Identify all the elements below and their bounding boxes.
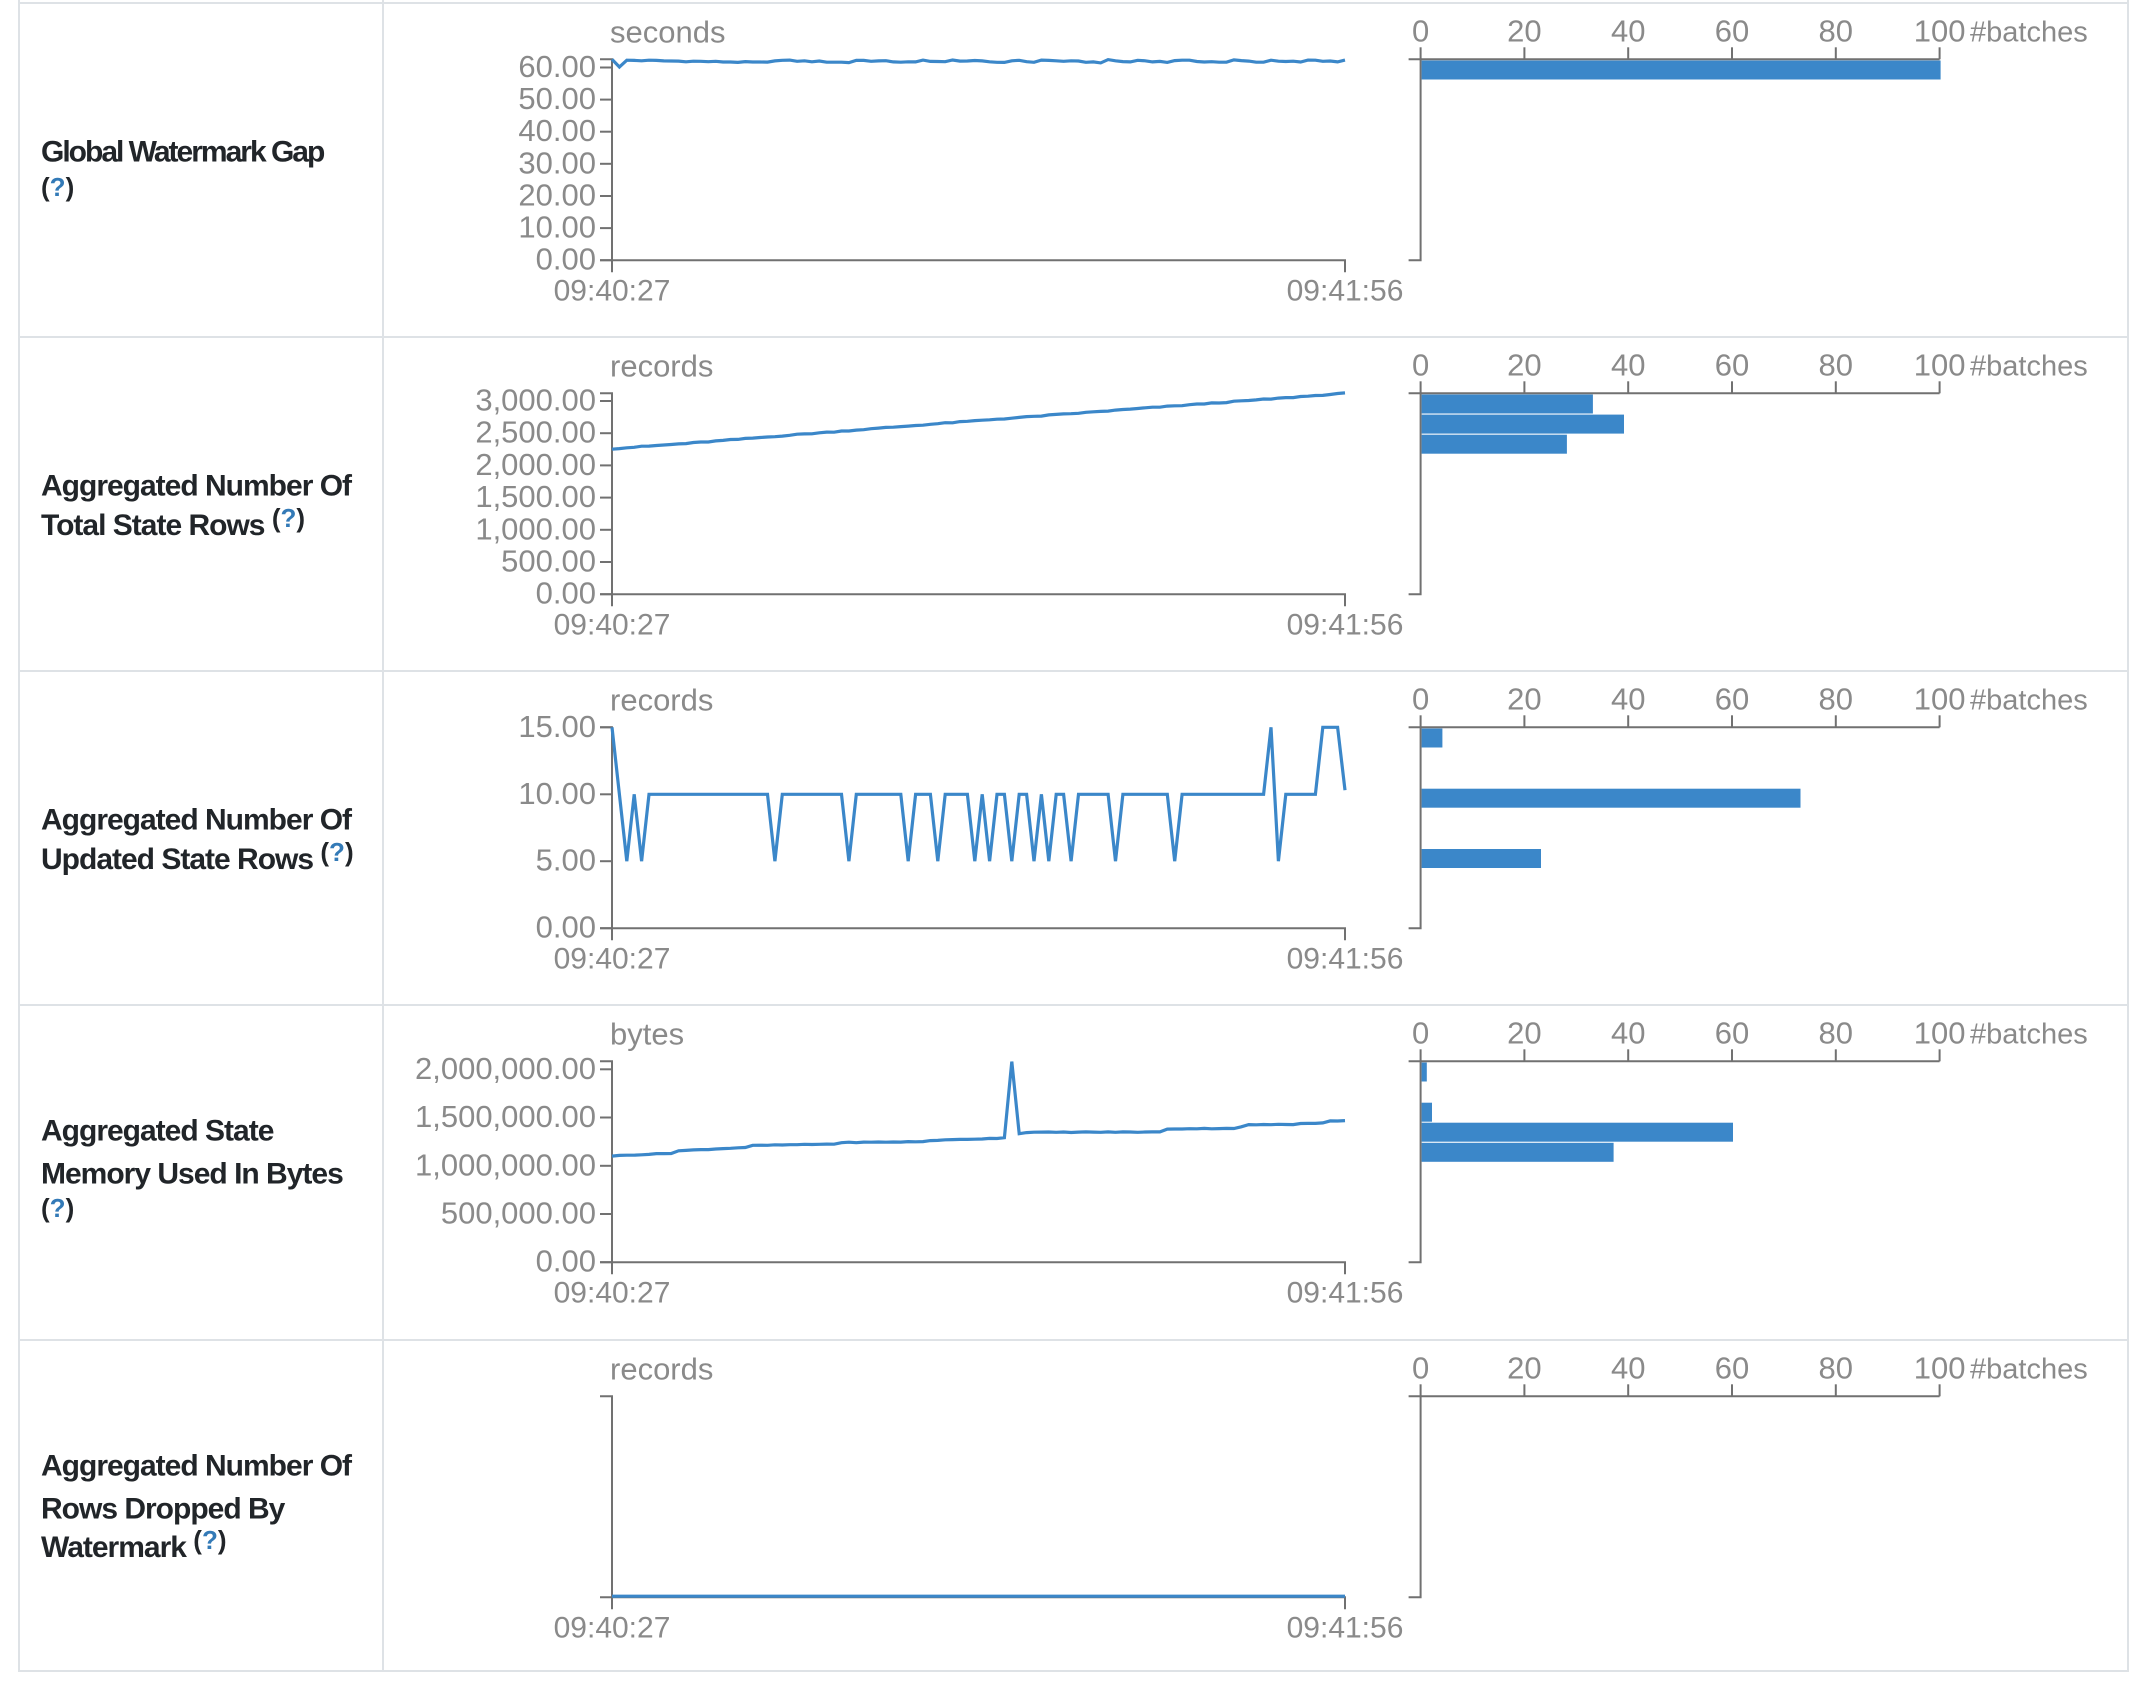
- svg-text:#batches: #batches: [1970, 350, 2088, 382]
- svg-text:records: records: [610, 683, 713, 718]
- svg-text:records: records: [610, 1352, 713, 1387]
- svg-text:09:40:27: 09:40:27: [554, 943, 671, 976]
- svg-text:09:41:56: 09:41:56: [1287, 275, 1404, 308]
- svg-text:80: 80: [1819, 1350, 1853, 1385]
- svg-text:100: 100: [1914, 681, 1966, 716]
- svg-text:Aggregated Number Of: Aggregated Number Of: [41, 1449, 353, 1482]
- svg-text:2,000.00: 2,000.00: [475, 447, 596, 482]
- svg-text:09:40:27: 09:40:27: [554, 275, 671, 308]
- svg-text:100: 100: [1914, 13, 1966, 48]
- svg-text:09:40:27: 09:40:27: [554, 609, 671, 642]
- svg-text:Aggregated Number Of: Aggregated Number Of: [41, 803, 353, 836]
- svg-text:5.00: 5.00: [536, 843, 596, 878]
- svg-text:1,000,000.00: 1,000,000.00: [415, 1147, 596, 1182]
- svg-text:20: 20: [1507, 1350, 1541, 1385]
- svg-text:40: 40: [1611, 1350, 1645, 1385]
- svg-text:20: 20: [1507, 13, 1541, 48]
- svg-text:09:40:27: 09:40:27: [554, 1277, 671, 1310]
- svg-text:100: 100: [1914, 1015, 1966, 1050]
- svg-text:20: 20: [1507, 347, 1541, 382]
- svg-text:#batches: #batches: [1970, 684, 2088, 716]
- svg-text:20: 20: [1507, 681, 1541, 716]
- svg-text:60: 60: [1715, 1015, 1749, 1050]
- svg-text:Memory Used In Bytes: Memory Used In Bytes: [41, 1158, 343, 1191]
- svg-text:09:41:56: 09:41:56: [1287, 1612, 1404, 1645]
- svg-text:0.00: 0.00: [536, 1244, 596, 1279]
- svg-text:15.00: 15.00: [518, 709, 596, 744]
- svg-text:500.00: 500.00: [501, 544, 596, 579]
- svg-text:80: 80: [1819, 1015, 1853, 1050]
- svg-text:40: 40: [1611, 347, 1645, 382]
- svg-text:#batches: #batches: [1970, 1353, 2088, 1385]
- svg-text:100: 100: [1914, 347, 1966, 382]
- svg-text:40: 40: [1611, 13, 1645, 48]
- svg-text:60: 60: [1715, 347, 1749, 382]
- svg-text:0: 0: [1412, 1015, 1429, 1050]
- svg-text:bytes: bytes: [610, 1017, 684, 1052]
- svg-text:09:41:56: 09:41:56: [1287, 1277, 1404, 1310]
- svg-text:80: 80: [1819, 13, 1853, 48]
- svg-text:Updated State Rows (?): Updated State Rows (?): [41, 837, 354, 876]
- svg-text:1,500.00: 1,500.00: [475, 479, 596, 514]
- svg-text:20: 20: [1507, 1015, 1541, 1050]
- svg-text:09:40:27: 09:40:27: [554, 1612, 671, 1645]
- svg-text:20.00: 20.00: [518, 178, 596, 213]
- svg-text:0: 0: [1412, 13, 1429, 48]
- svg-text:3,000.00: 3,000.00: [475, 383, 596, 418]
- svg-text:10.00: 10.00: [518, 210, 596, 245]
- svg-text:1,000.00: 1,000.00: [475, 511, 596, 546]
- svg-text:#batches: #batches: [1970, 16, 2088, 48]
- svg-text:seconds: seconds: [610, 15, 725, 50]
- svg-text:0.00: 0.00: [536, 242, 596, 277]
- svg-text:500,000.00: 500,000.00: [441, 1196, 596, 1231]
- svg-text:30.00: 30.00: [518, 145, 596, 180]
- svg-text:1,500,000.00: 1,500,000.00: [415, 1099, 596, 1134]
- svg-text:Total State Rows (?): Total State Rows (?): [41, 503, 305, 542]
- svg-text:0.00: 0.00: [536, 576, 596, 611]
- svg-text:40: 40: [1611, 1015, 1645, 1050]
- svg-text:60.00: 60.00: [518, 49, 596, 84]
- svg-text:0: 0: [1412, 681, 1429, 716]
- svg-text:#batches: #batches: [1970, 1018, 2088, 1050]
- svg-text:80: 80: [1819, 681, 1853, 716]
- svg-text:Rows Dropped By: Rows Dropped By: [41, 1493, 286, 1526]
- svg-text:2,500.00: 2,500.00: [475, 415, 596, 450]
- svg-text:Aggregated Number Of: Aggregated Number Of: [41, 469, 353, 502]
- svg-text:2,000,000.00: 2,000,000.00: [415, 1051, 596, 1086]
- svg-text:0.00: 0.00: [536, 910, 596, 945]
- svg-text:0: 0: [1412, 1350, 1429, 1385]
- svg-text:09:41:56: 09:41:56: [1287, 609, 1404, 642]
- svg-text:(?): (?): [41, 172, 74, 202]
- svg-text:10.00: 10.00: [518, 776, 596, 811]
- svg-text:Global Watermark Gap: Global Watermark Gap: [41, 135, 325, 168]
- svg-text:60: 60: [1715, 681, 1749, 716]
- svg-text:09:41:56: 09:41:56: [1287, 943, 1404, 976]
- svg-text:50.00: 50.00: [518, 81, 596, 116]
- svg-text:0: 0: [1412, 347, 1429, 382]
- svg-text:records: records: [610, 349, 713, 384]
- svg-text:60: 60: [1715, 1350, 1749, 1385]
- svg-text:(?): (?): [41, 1193, 74, 1223]
- svg-text:60: 60: [1715, 13, 1749, 48]
- svg-text:Aggregated State: Aggregated State: [41, 1114, 274, 1147]
- svg-text:100: 100: [1914, 1350, 1966, 1385]
- svg-text:40.00: 40.00: [518, 113, 596, 148]
- svg-text:40: 40: [1611, 681, 1645, 716]
- svg-text:80: 80: [1819, 347, 1853, 382]
